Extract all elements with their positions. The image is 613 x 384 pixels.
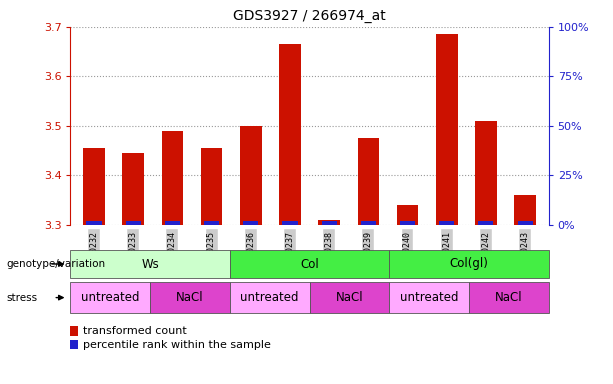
Bar (389, 282, 469, 313)
Bar (150, 282, 230, 313)
Text: transformed count: transformed count (83, 326, 187, 336)
Bar (322, 221, 337, 225)
Bar (204, 221, 219, 225)
Bar (436, 34, 457, 225)
Bar (123, 153, 144, 225)
Bar (162, 131, 183, 225)
Bar (165, 221, 180, 225)
Bar (475, 121, 497, 225)
Bar (70, 250, 230, 278)
Bar (279, 44, 301, 225)
Bar (201, 148, 223, 225)
Text: Col(gl): Col(gl) (449, 258, 489, 270)
Bar (361, 221, 376, 225)
Bar (230, 282, 310, 313)
Bar (283, 221, 297, 225)
Text: NaCl: NaCl (176, 291, 204, 304)
Title: GDS3927 / 266974_at: GDS3927 / 266974_at (233, 9, 386, 23)
Bar (357, 138, 379, 225)
Text: Col: Col (300, 258, 319, 270)
Bar (389, 250, 549, 278)
Bar (310, 282, 389, 313)
Bar (230, 250, 389, 278)
Text: untreated: untreated (400, 291, 459, 304)
Text: genotype/variation: genotype/variation (6, 259, 105, 269)
Bar (86, 221, 102, 225)
Text: stress: stress (6, 293, 37, 303)
Bar (400, 221, 415, 225)
Bar (70, 282, 150, 313)
Text: NaCl: NaCl (495, 291, 523, 304)
Bar (514, 195, 536, 225)
Bar (318, 220, 340, 225)
Bar (243, 221, 258, 225)
Bar (240, 126, 262, 225)
Bar (126, 221, 141, 225)
Bar (469, 282, 549, 313)
Bar (397, 205, 418, 225)
Bar (83, 148, 105, 225)
Text: NaCl: NaCl (335, 291, 364, 304)
Text: percentile rank within the sample: percentile rank within the sample (83, 339, 271, 350)
Text: Ws: Ws (142, 258, 159, 270)
Bar (478, 221, 493, 225)
Text: untreated: untreated (81, 291, 140, 304)
Bar (517, 221, 533, 225)
Text: untreated: untreated (240, 291, 299, 304)
Bar (439, 221, 454, 225)
